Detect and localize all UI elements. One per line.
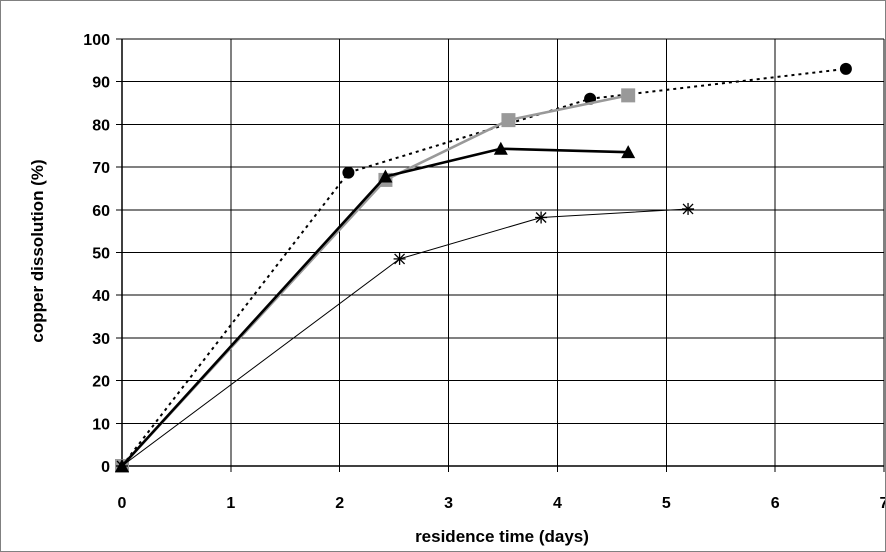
y-tick-label: 0 [101, 459, 110, 476]
asterisk-stroke [116, 460, 128, 472]
square-marker [501, 113, 516, 128]
asterisk-marker [535, 211, 548, 224]
y-tick-label: 80 [92, 117, 110, 134]
x-tick-label: 3 [444, 495, 453, 512]
y-tick-label: 100 [83, 32, 110, 49]
asterisk-marker [393, 252, 406, 265]
triangle-marker [378, 169, 393, 183]
triangle-marker [621, 145, 636, 159]
asterisk-stroke [682, 203, 694, 215]
y-tick-label: 40 [92, 288, 110, 305]
asterisk-stroke [394, 253, 406, 265]
y-tick-label: 60 [92, 203, 110, 220]
y-tick-label: 10 [92, 416, 110, 433]
x-tick-label: 6 [771, 495, 780, 512]
y-tick-label: 50 [92, 246, 110, 263]
x-axis-title: residence time (days) [415, 527, 589, 546]
asterisk-marker [682, 202, 695, 215]
y-tick-label: 90 [92, 75, 110, 92]
y-axis-title: copper dissolution (%) [28, 159, 47, 342]
y-tick-label: 20 [92, 374, 110, 391]
x-tick-label: 5 [662, 495, 671, 512]
series-line [121, 147, 629, 467]
asterisk-stroke [535, 212, 547, 223]
circle-marker [342, 166, 355, 179]
triangle-marker [493, 141, 508, 155]
x-tick-label: 7 [880, 495, 885, 512]
x-tick-label: 0 [118, 495, 127, 512]
x-tick-label: 1 [226, 495, 235, 512]
x-tick-label: 4 [553, 495, 562, 512]
y-tick-label: 30 [92, 331, 110, 348]
tick-labels: 0 10 20 30 40 50 60 70 80 90 100 0 1 2 3 4 5 6 7 [83, 32, 885, 512]
series-group [115, 62, 852, 473]
square-marker [621, 88, 636, 103]
x-tick-label: 2 [335, 495, 344, 512]
y-tick-label: 70 [92, 160, 110, 177]
circle-marker [839, 62, 852, 75]
series-4 [116, 202, 695, 472]
series-line [121, 208, 689, 467]
asterisk-marker [116, 460, 128, 472]
grid [116, 38, 885, 472]
